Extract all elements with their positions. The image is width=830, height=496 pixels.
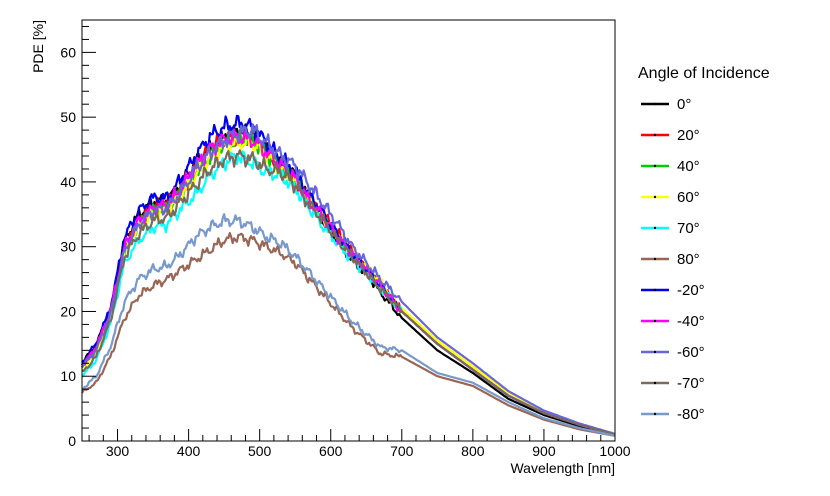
- y-axis-title: PDE [%]: [30, 20, 46, 73]
- x-tick-label: 500: [248, 443, 272, 459]
- legend: 0° 20° 40° 60° 70° 80° -20° -40° -60° -70° -80°: [641, 96, 705, 423]
- y-tick-label: 30: [60, 239, 76, 255]
- x-tick-label: 300: [106, 443, 130, 459]
- legend-label-3: 40°: [677, 158, 700, 175]
- legend-marker-3: [653, 164, 657, 168]
- legend-label-10: -70°: [677, 375, 705, 392]
- series-line-3: [81, 128, 616, 436]
- legend-label-1: 0°: [677, 96, 691, 113]
- legend-label-2: 20°: [677, 127, 700, 144]
- series-line-6: [81, 232, 616, 437]
- axes: 300 400 500 600 700 800 900 1000 0 10 20 30 40 50 60: [60, 25, 631, 459]
- x-tick-label: 1000: [599, 443, 630, 459]
- legend-label-4: 60°: [677, 189, 700, 206]
- y-tick-label: 40: [60, 174, 76, 190]
- series-line-9: [81, 123, 616, 435]
- y-tick-label: 60: [60, 44, 76, 60]
- legend-marker-5: [653, 226, 657, 230]
- y-tick-label: 50: [60, 109, 76, 125]
- series-line-7: [81, 114, 616, 436]
- x-tick-label: 800: [461, 443, 485, 459]
- legend-label-6: 80°: [677, 251, 700, 268]
- legend-label-11: -80°: [677, 406, 705, 423]
- legend-marker-1: [653, 102, 657, 106]
- legend-marker-8: [653, 319, 657, 323]
- legend-marker-4: [653, 195, 657, 199]
- legend-label-8: -40°: [677, 313, 705, 330]
- legend-marker-2: [653, 133, 657, 137]
- x-tick-label: 700: [390, 443, 414, 459]
- legend-label-7: -20°: [677, 282, 705, 299]
- x-tick-label: 600: [319, 443, 343, 459]
- legend-marker-7: [653, 288, 657, 292]
- y-tick-label: 10: [60, 368, 76, 384]
- legend-marker-9: [653, 350, 657, 354]
- y-tick-label: 0: [68, 433, 76, 449]
- y-tick-label: 20: [60, 303, 76, 319]
- legend-title: Angle of Incidence: [638, 65, 770, 82]
- series-line-10: [81, 149, 616, 436]
- series-line-11: [81, 213, 616, 437]
- series-line-8: [81, 128, 616, 436]
- legend-label-9: -60°: [677, 344, 705, 361]
- x-axis-title: Wavelength [nm]: [510, 460, 615, 476]
- legend-marker-10: [653, 381, 657, 385]
- plot-frame: [81, 19, 616, 442]
- x-tick-label: 400: [177, 443, 201, 459]
- x-tick-label: 900: [532, 443, 556, 459]
- series-line-2: [81, 128, 616, 436]
- series-line-1: [81, 123, 616, 436]
- series-layer: [81, 114, 616, 437]
- legend-marker-6: [653, 257, 657, 261]
- legend-label-5: 70°: [677, 220, 700, 237]
- legend-marker-11: [653, 412, 657, 416]
